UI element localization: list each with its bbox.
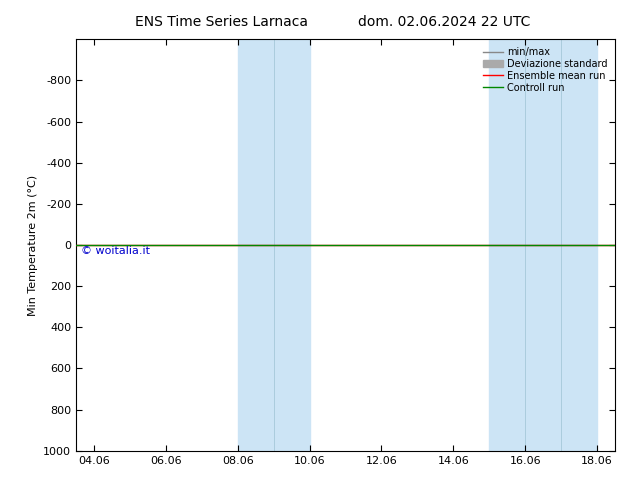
Text: ENS Time Series Larnaca: ENS Time Series Larnaca — [136, 15, 308, 29]
Text: © woitalia.it: © woitalia.it — [81, 246, 150, 256]
Bar — [238, 39, 309, 451]
Legend: min/max, Deviazione standard, Ensemble mean run, Controll run: min/max, Deviazione standard, Ensemble m… — [481, 44, 610, 96]
Text: dom. 02.06.2024 22 UTC: dom. 02.06.2024 22 UTC — [358, 15, 530, 29]
Bar — [489, 39, 597, 451]
Y-axis label: Min Temperature 2m (°C): Min Temperature 2m (°C) — [28, 174, 37, 316]
